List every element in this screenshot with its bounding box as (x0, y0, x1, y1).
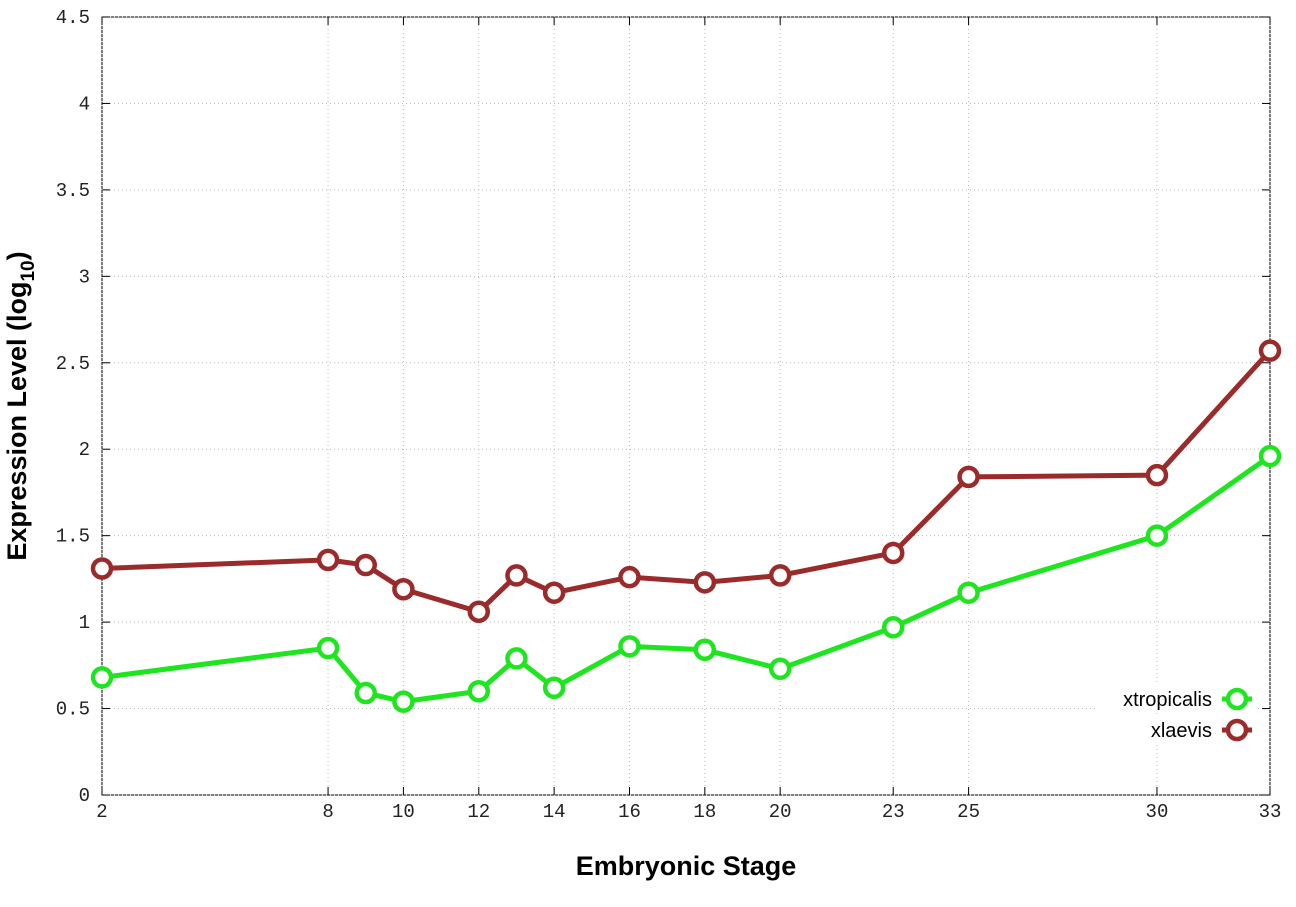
series-line (101, 348, 1272, 615)
data-point (957, 465, 980, 489)
data-point (1145, 463, 1169, 487)
x-tick-label: 10 (392, 801, 415, 823)
data-point (1258, 444, 1282, 468)
y-tick-label: 1.5 (56, 526, 90, 548)
data-point (354, 553, 377, 577)
data-point (316, 548, 340, 572)
data-point (693, 638, 717, 662)
data-point (1145, 524, 1169, 547)
x-tick-label: 18 (693, 801, 716, 823)
data-point (693, 571, 717, 594)
data-point (957, 581, 980, 604)
x-tick-label: 12 (467, 801, 490, 823)
y-tick-label: 3 (79, 266, 90, 288)
data-point (467, 680, 491, 703)
data-point (392, 578, 415, 601)
x-tick-label: 16 (618, 801, 641, 823)
data-point (392, 690, 415, 713)
data-point (90, 666, 114, 689)
x-tick-label: 20 (769, 801, 792, 823)
y-tick-label: 3.5 (56, 180, 90, 202)
y-tick-label: 0 (79, 785, 90, 807)
legend-marker (1225, 687, 1249, 711)
data-point (881, 616, 905, 639)
data-point (542, 581, 566, 604)
x-tick-label: 33 (1259, 801, 1282, 823)
x-axis-label: Embryonic Stage (576, 851, 797, 881)
y-label-text: Expression Level (log (2, 282, 32, 561)
y-tick-label: 0.5 (56, 699, 90, 721)
data-point (90, 557, 114, 580)
x-tick-label: 2 (96, 801, 107, 823)
y-axis-label: Expression Level (log10) (2, 251, 39, 560)
data-point (1258, 339, 1282, 362)
y-tick-label: 1 (79, 612, 90, 634)
data-point (316, 636, 340, 660)
x-tick-label: 25 (957, 801, 980, 823)
y-tick-label: 4.5 (56, 7, 90, 29)
x-tick-label: 23 (882, 801, 905, 823)
legend-label: xtropicalis (1123, 689, 1212, 711)
legend-label: xlaevis (1151, 720, 1212, 742)
x-tick-label: 14 (543, 801, 566, 823)
data-point (354, 681, 377, 705)
data-point (768, 564, 792, 587)
plot-frame (101, 16, 1271, 796)
y-tick-label: 2.5 (56, 353, 90, 375)
y-label-end: ) (2, 251, 32, 260)
x-tick-label: 30 (1146, 801, 1169, 823)
data-point (542, 676, 566, 700)
y-tick-label: 2 (79, 439, 90, 461)
data-point (881, 541, 905, 565)
data-point (618, 635, 641, 658)
data-point (768, 657, 792, 681)
data-point (618, 565, 641, 589)
data-point (467, 600, 491, 623)
y-tick-label: 4 (79, 93, 90, 115)
y-label-subscript: 10 (18, 260, 39, 281)
legend-marker (1225, 718, 1249, 742)
data-point (505, 564, 528, 587)
data-point (505, 647, 528, 670)
x-tick-label: 8 (322, 801, 333, 823)
